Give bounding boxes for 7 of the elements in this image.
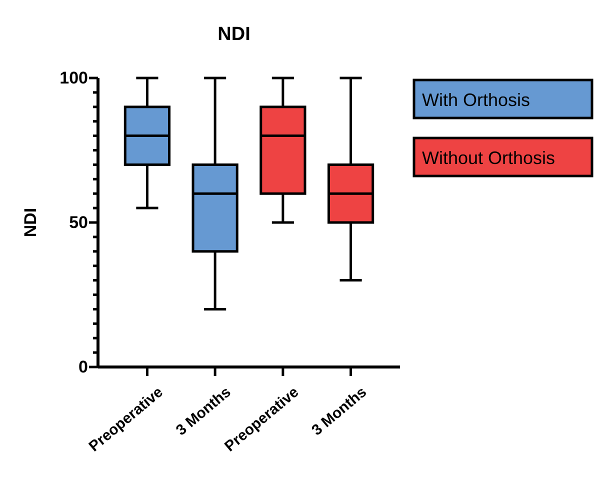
y-axis-title: NDI: [21, 208, 40, 238]
text: Without Orthosis: [422, 148, 556, 168]
y-tick-label: 50: [69, 212, 88, 232]
text: With Orthosis: [422, 90, 530, 110]
y-tick-label: 0: [78, 357, 88, 376]
chart-title: NDI: [218, 24, 250, 45]
y-tick-label: 100: [60, 68, 88, 88]
